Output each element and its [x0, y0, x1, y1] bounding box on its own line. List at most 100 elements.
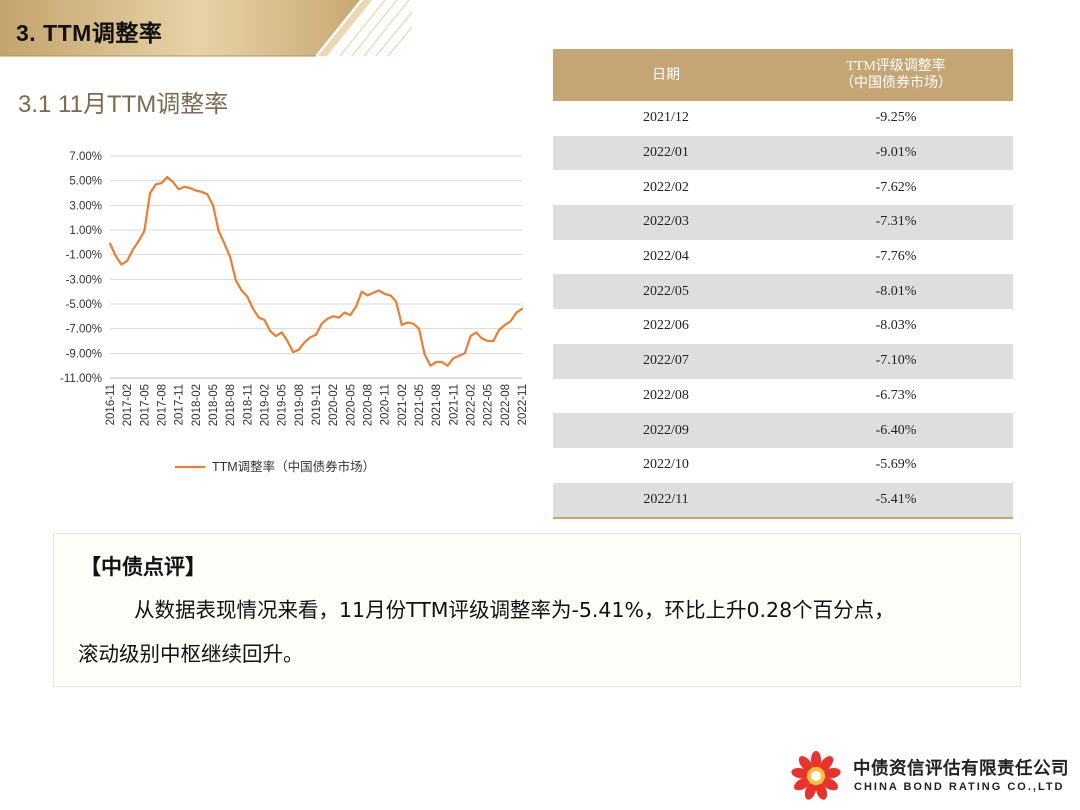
data-point — [378, 289, 380, 292]
data-point — [166, 176, 168, 178]
x-tick-label: 2019-11 — [311, 384, 323, 425]
data-point — [269, 330, 272, 332]
data-point — [195, 189, 197, 192]
x-tick-label: 2018-05 — [208, 384, 220, 426]
data-point — [263, 319, 266, 321]
company-name-en: CHINA BOND RATING CO.,LTD — [854, 781, 1065, 793]
table-cell-rate: -5.69% — [779, 447, 1013, 483]
data-point — [212, 204, 214, 207]
table-row: 2022/07 -7.10% — [553, 343, 1013, 379]
y-tick-label: -7.00% — [66, 324, 102, 336]
data-point — [200, 191, 203, 193]
data-point — [177, 188, 180, 191]
data-point — [452, 357, 455, 360]
y-tick-label: -3.00% — [66, 274, 102, 286]
table-cell-rate: -5.41% — [779, 482, 1013, 520]
y-tick-label: 7.00% — [69, 151, 102, 163]
x-tick-label: 2021-11 — [448, 384, 460, 425]
company-name-cn: 中债资信评估有限责任公司 — [853, 759, 1069, 779]
table-row: 2022/02 -7.62% — [553, 170, 1013, 206]
data-point — [412, 322, 415, 325]
data-point — [280, 331, 283, 334]
data-point — [492, 340, 495, 342]
data-point — [183, 186, 186, 188]
data-point — [240, 289, 243, 292]
data-point — [423, 353, 426, 356]
data-point — [109, 242, 111, 245]
x-tick-label: 2022-05 — [483, 384, 495, 426]
comment-text: 从数据表现情况来看，11月份TTM评级调整率为-5.41%，环比上升0.28个百… — [78, 588, 1008, 676]
data-point — [149, 192, 151, 194]
table-row: 2022/09 -6.40% — [553, 413, 1013, 448]
data-point — [320, 322, 323, 325]
data-point — [172, 181, 174, 183]
table-cell-date: 2022/02 — [553, 170, 779, 206]
table-cell-date: 2022/06 — [553, 309, 779, 344]
data-point — [114, 255, 117, 257]
table-header-row: 日期 TTM评级调整率 （中国债券市场） — [553, 49, 1013, 101]
x-tick-label: 2020-11 — [380, 384, 392, 425]
header-banner-graphic — [0, 0, 413, 57]
x-tick-label: 2021-05 — [414, 384, 426, 426]
data-point — [401, 324, 403, 326]
x-tick-label: 2019-05 — [277, 384, 289, 426]
data-point — [435, 361, 438, 363]
x-tick-label: 2017-02 — [122, 384, 134, 426]
ttm-data-table: 日期 TTM评级调整率 （中国债券市场） 2021/12 -9.25% 2022/0… — [553, 49, 1013, 520]
table-row: 2022/08 -6.73% — [553, 378, 1013, 414]
x-tick-label: 2017-05 — [139, 384, 151, 426]
table-header-rate: TTM评级调整率 （中国债券市场） — [779, 49, 1013, 101]
x-tick-label: 2020-05 — [345, 384, 357, 426]
data-point — [343, 311, 346, 314]
data-point — [481, 337, 483, 340]
x-tick-label: 2022-11 — [517, 384, 529, 425]
table-header-rate-line1: TTM评级调整率 — [846, 59, 946, 74]
y-tick-label: -1.00% — [66, 250, 102, 262]
data-point — [223, 242, 226, 245]
data-point — [155, 183, 157, 186]
x-tick-label: 2016-11 — [105, 384, 117, 425]
table-header-date: 日期 — [553, 49, 779, 101]
x-tick-label: 2018-08 — [225, 384, 237, 426]
data-point — [395, 300, 397, 303]
data-point — [120, 263, 123, 266]
table-row: 2022/03 -7.31% — [553, 205, 1013, 240]
table-cell-rate: -7.76% — [779, 239, 1013, 275]
table-cell-date: 2021/12 — [553, 101, 779, 136]
x-tick-label: 2022-02 — [466, 384, 478, 426]
table-body: 2021/12 -9.25% 2022/01 -9.01% 2022/02 -7.62% 2… — [553, 101, 1013, 520]
data-point — [429, 364, 432, 367]
table-cell-rate: -7.31% — [779, 205, 1013, 240]
data-point — [160, 182, 163, 184]
data-point — [361, 290, 363, 293]
data-point — [292, 351, 294, 353]
y-tick-label: -5.00% — [66, 299, 102, 311]
table-cell-rate: -9.01% — [779, 135, 1013, 171]
y-tick-label: -11.00% — [60, 373, 102, 385]
data-point — [355, 305, 357, 308]
table-cell-date: 2022/05 — [553, 274, 779, 310]
data-point — [389, 294, 392, 297]
data-point — [286, 340, 289, 342]
table-row: 2022/11 -5.41% — [553, 482, 1013, 520]
x-tick-label: 2020-08 — [363, 384, 375, 426]
data-point — [406, 321, 409, 324]
data-point — [441, 361, 443, 363]
x-tick-label: 2021-02 — [397, 384, 409, 426]
data-point — [338, 316, 340, 319]
data-point — [418, 327, 420, 330]
data-point — [326, 318, 329, 320]
data-point — [475, 331, 478, 334]
data-point — [298, 348, 300, 351]
table-row: 2022/10 -5.69% — [553, 447, 1013, 483]
data-point — [235, 279, 237, 282]
table-cell-date: 2022/10 — [553, 447, 779, 483]
x-tick-label: 2017-11 — [174, 384, 186, 425]
data-point — [366, 294, 369, 297]
table-cell-rate: -8.03% — [779, 309, 1013, 344]
data-point — [509, 320, 512, 323]
data-point — [126, 260, 128, 262]
data-point — [498, 329, 500, 331]
comment-text-line2: 滚动级别中枢继续回升。 — [78, 642, 304, 666]
table-cell-rate: -7.10% — [779, 343, 1013, 379]
